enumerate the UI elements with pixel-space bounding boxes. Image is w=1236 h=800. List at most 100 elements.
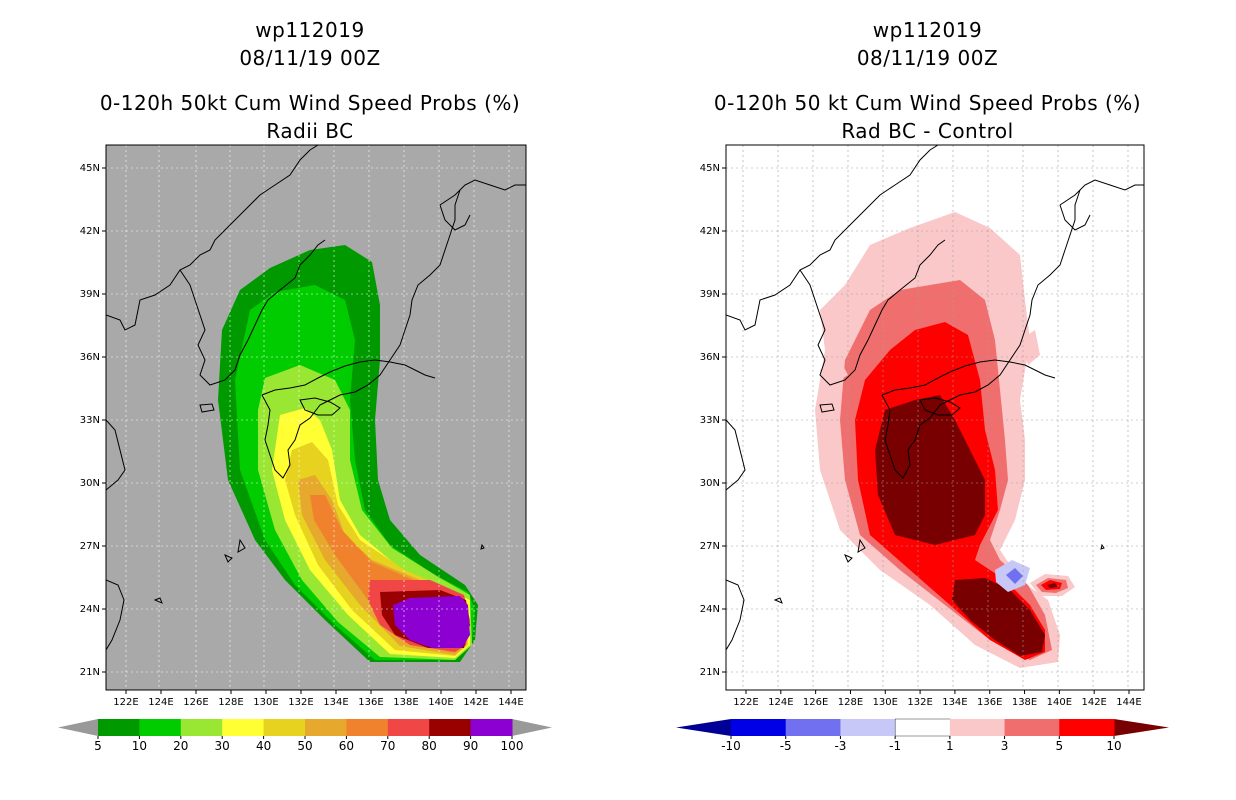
colorbar-swatch: [470, 719, 513, 736]
lat-label: 24N: [700, 604, 720, 615]
left-map-panel: [105, 144, 527, 691]
right-title: 0-120h 50 kt Cum Wind Speed Probs (%): [713, 91, 1142, 115]
colorbar-label: -10: [721, 739, 741, 753]
lat-label: 39N: [80, 289, 100, 300]
colorbar-right-arrow: [1114, 719, 1169, 736]
left-storm-id: wp112019: [255, 18, 365, 42]
right-storm-id: wp112019: [872, 18, 983, 42]
colorbar-label: 80: [422, 739, 437, 753]
colorbar-left-arrow: [58, 719, 98, 736]
lon-label: 144E: [498, 697, 523, 708]
colorbar-left-arrow: [676, 719, 731, 736]
right-map-panel: [725, 144, 1145, 691]
colorbar-label: -3: [834, 739, 846, 753]
lat-label: 39N: [700, 289, 720, 300]
right-subtitle: Rad BC - Control: [841, 119, 1014, 143]
lat-label: 45N: [80, 163, 100, 174]
lon-label: 128E: [838, 697, 863, 708]
lon-label: 122E: [733, 697, 758, 708]
colorbar-swatch: [346, 719, 389, 736]
left-axis-labels: 45N 42N 39N 36N 33N 30N 27N 24N 21N 122E 124E 126E 1…: [80, 163, 524, 708]
colorbar-label: 3: [1001, 739, 1009, 753]
lon-label: 134E: [942, 697, 967, 708]
left-colorbar: 5 10 20 30 40 50 60 70 80 90 100: [58, 719, 552, 753]
colorbar-swatch: [263, 719, 306, 736]
lon-label: 138E: [393, 697, 418, 708]
colorbar-label: 100: [501, 739, 524, 753]
colorbar-swatch: [731, 719, 787, 736]
lat-label: 42N: [700, 226, 720, 237]
left-title: 0-120h 50kt Cum Wind Speed Probs (%): [99, 91, 521, 115]
colorbar-label: -5: [780, 739, 792, 753]
lon-label: 140E: [1047, 697, 1072, 708]
lon-label: 142E: [463, 697, 488, 708]
right-difference-contours: [726, 145, 1144, 690]
lon-label: 130E: [253, 697, 278, 708]
left-datetime: 08/11/19 00Z: [239, 46, 381, 70]
lon-label: 142E: [1081, 697, 1106, 708]
lat-label: 30N: [80, 478, 100, 489]
lat-label: 24N: [80, 604, 100, 615]
lat-label: 45N: [700, 163, 720, 174]
colorbar-swatch: [840, 719, 896, 736]
colorbar-label: 70: [380, 739, 395, 753]
lat-label: 36N: [80, 352, 100, 363]
lat-label: 21N: [700, 667, 720, 678]
lon-label: 124E: [768, 697, 793, 708]
colorbar-label: 5: [94, 739, 102, 753]
lat-label: 33N: [80, 415, 100, 426]
colorbar-label: 40: [256, 739, 271, 753]
lon-label: 126E: [183, 697, 208, 708]
left-subtitle: Radii BC: [266, 119, 354, 143]
lat-label: 30N: [700, 478, 720, 489]
colorbar-swatch: [429, 719, 472, 736]
lon-label: 136E: [358, 697, 383, 708]
lon-label: 124E: [148, 697, 173, 708]
lat-label: 36N: [700, 352, 720, 363]
colorbar-swatch: [222, 719, 265, 736]
right-axis-labels: 45N 42N 39N 36N 33N 30N 27N 24N 21N 122E 124E 126E 1…: [700, 163, 1142, 708]
right-datetime: 08/11/19 00Z: [856, 46, 999, 70]
colorbar-label: 10: [132, 739, 147, 753]
lat-label: 42N: [80, 226, 100, 237]
lon-label: 132E: [907, 697, 932, 708]
right-colorbar: -10 -5 -3 -1 1 3 5 10: [676, 718, 1169, 753]
colorbar-swatch: [785, 719, 841, 736]
colorbar-label: 5: [1055, 739, 1063, 753]
lat-label: 33N: [700, 415, 720, 426]
colorbar-swatch: [894, 718, 951, 737]
lat-label: 21N: [80, 667, 100, 678]
left-probability-contours: [106, 145, 526, 690]
colorbar-label: 90: [463, 739, 478, 753]
lon-label: 128E: [218, 697, 243, 708]
lon-label: 132E: [288, 697, 313, 708]
colorbar-swatch: [949, 719, 1006, 736]
colorbar-label: 30: [215, 739, 230, 753]
colorbar-swatch: [305, 719, 347, 736]
lon-label: 134E: [323, 697, 348, 708]
right-map-frame: [725, 144, 1145, 691]
colorbar-swatch: [180, 719, 223, 736]
colorbar-swatch: [1059, 719, 1115, 736]
colorbar-swatch: [1004, 719, 1060, 736]
colorbar-swatch: [139, 719, 182, 736]
colorbar-label: 10: [1106, 739, 1121, 753]
colorbar-label: 60: [339, 739, 354, 753]
colorbar-label: 1: [946, 739, 954, 753]
lat-label: 27N: [80, 541, 100, 552]
lon-label: 126E: [803, 697, 828, 708]
colorbar-label: 20: [173, 739, 188, 753]
lat-label: 27N: [700, 541, 720, 552]
lon-label: 136E: [977, 697, 1002, 708]
lon-label: 130E: [873, 697, 898, 708]
colorbar-label: -1: [889, 739, 901, 753]
lon-label: 144E: [1116, 697, 1141, 708]
colorbar-swatch: [98, 719, 140, 736]
colorbar-swatch: [387, 719, 430, 736]
lon-label: 138E: [1012, 697, 1037, 708]
colorbar-label: 50: [297, 739, 312, 753]
lon-label: 140E: [428, 697, 453, 708]
left-map-frame: [105, 144, 527, 691]
colorbar-right-arrow: [512, 719, 552, 736]
lon-label: 122E: [113, 697, 138, 708]
